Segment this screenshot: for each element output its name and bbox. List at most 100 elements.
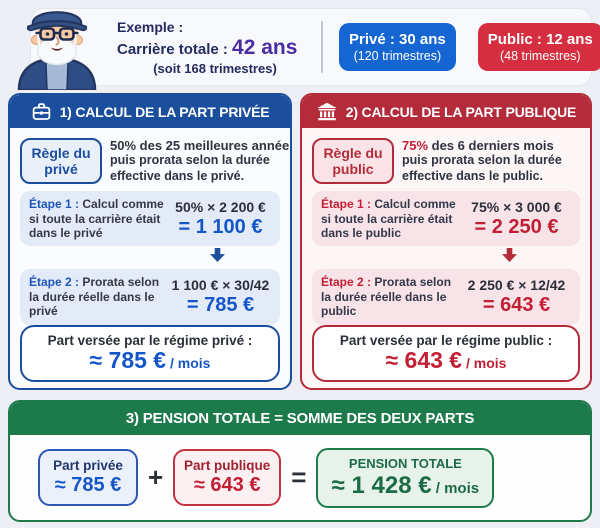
- public-step-1-desc: Étape 1 : Calcul comme si toute la carri…: [321, 197, 459, 240]
- career-value: 42 ans: [232, 35, 298, 59]
- public-rule-badge-line2: public: [332, 161, 374, 178]
- career-sub: (soit 168 trimestres): [153, 60, 277, 76]
- public-calculation-panel: 2) CALCUL DE LA PART PUBLIQUE Règle du p…: [300, 93, 592, 390]
- public-step-1-calc: 75% × 3 000 € = 2 250 €: [459, 197, 574, 239]
- career-label: Carrière totale :: [117, 40, 228, 58]
- public-step-2-calc: 2 250 € × 12/42 = 643 €: [459, 275, 574, 317]
- down-arrow-icon: [210, 248, 225, 263]
- pension-total-amount: ≈ 1 428 €: [331, 471, 432, 499]
- public-panel-title: 2) CALCUL DE LA PART PUBLIQUE: [345, 103, 577, 120]
- public-badge-title: Public : 12 ans: [487, 31, 593, 48]
- private-panel-title: 1) CALCUL DE LA PART PRIVÉE: [59, 103, 270, 120]
- pension-total-unit: / mois: [431, 479, 480, 497]
- public-step-arrow-row: [302, 248, 590, 263]
- private-rule-line1: des 25 meilleures années: [136, 138, 292, 153]
- public-summary-box: Part versée par le régime public : ≈ 643…: [312, 324, 580, 382]
- private-step-1-label: Étape 1 :: [29, 197, 80, 212]
- duration-badges: Privé : 30 ans (120 trimestres) Public :…: [339, 23, 600, 71]
- public-step-1-formula: 75% × 3 000 €: [471, 199, 562, 216]
- public-rule-line2: puis prorata selon la durée: [402, 153, 562, 167]
- public-duration-badge: Public : 12 ans (48 trimestres): [477, 23, 600, 71]
- private-summary-value: ≈ 785 € / mois: [26, 346, 274, 373]
- pension-total-box: PENSION TOTALE ≈ 1 428 € / mois: [316, 447, 495, 508]
- part-private-box: Part privée ≈ 785 €: [38, 449, 138, 506]
- private-calculation-panel: 1) CALCUL DE LA PART PRIVÉE Règle du pri…: [8, 93, 292, 390]
- public-step-2-result: = 643 €: [482, 294, 551, 317]
- public-rule-text: 75% des 6 derniers mois puis prorata sel…: [402, 138, 562, 184]
- part-private-value: ≈ 785 €: [54, 474, 122, 496]
- private-summary-unit: / mois: [166, 354, 211, 371]
- pension-total-value: ≈ 1 428 € / mois: [322, 472, 488, 500]
- part-public-box: Part publique ≈ 643 €: [173, 449, 282, 506]
- public-summary-label: Part versée par le régime public :: [339, 332, 553, 348]
- private-step-2-result: = 785 €: [186, 294, 255, 317]
- public-rule-badge: Règle du public: [312, 138, 394, 185]
- private-badge-title: Privé : 30 ans: [349, 31, 446, 48]
- briefcase-icon: [32, 103, 50, 120]
- private-step-2-formula: 1 100 € × 30/42: [171, 277, 270, 294]
- example-label: Exemple :: [117, 18, 184, 35]
- private-step-2-label: Étape 2 :: [29, 275, 80, 290]
- public-panel-header: 2) CALCUL DE LA PART PUBLIQUE: [302, 95, 590, 128]
- private-panel-header: 1) CALCUL DE LA PART PRIVÉE: [10, 95, 290, 128]
- public-step-2: Étape 2 : Prorata selon la durée réelle …: [312, 269, 580, 325]
- private-step-arrow-row: [10, 248, 290, 263]
- equals-operator: =: [291, 462, 307, 492]
- private-step-1-desc: Étape 1 : Calcul comme si toute la carri…: [29, 197, 167, 240]
- private-duration-badge: Privé : 30 ans (120 trimestres): [339, 23, 456, 71]
- career-line: Carrière totale : 42 ans: [117, 36, 313, 60]
- private-rule-pct: 50%: [110, 138, 137, 153]
- private-step-2-desc: Étape 2 : Prorata selon la durée réelle …: [29, 275, 167, 318]
- private-step-1-formula: 50% × 2 200 €: [175, 199, 266, 216]
- public-step-2-text: Prorata selon la durée réelle dans le pu…: [321, 275, 452, 319]
- total-panel-body: Part privée ≈ 785 € + Part publique ≈ 64…: [10, 435, 590, 520]
- header-divider: [321, 21, 323, 73]
- public-rule-row: Règle du public 75% des 6 derniers mois …: [302, 136, 590, 185]
- private-badge-sub: (120 trimestres): [353, 49, 442, 63]
- private-step-2-text: Prorata selon la durée réelle dans le pr…: [29, 275, 160, 319]
- pension-total-label: PENSION TOTALE: [348, 455, 462, 471]
- public-rule-pct: 75%: [402, 138, 429, 153]
- public-rule-line1: des 6 derniers mois: [428, 138, 554, 153]
- private-step-2-calc: 1 100 € × 30/42 = 785 €: [167, 275, 274, 317]
- private-rule-line2: puis prorata selon la durée: [110, 153, 270, 167]
- private-step-1-text: Calcul comme si toute la carrière était …: [29, 197, 164, 241]
- part-public-value: ≈ 643 €: [193, 474, 261, 496]
- private-panel-body: Règle du privé 50% des 25 meilleures ann…: [10, 128, 290, 388]
- private-step-1-result: = 1 100 €: [178, 216, 263, 239]
- public-step-2-desc: Étape 2 : Prorata selon la durée réelle …: [321, 275, 459, 318]
- private-summary-box: Part versée par le régime privé : ≈ 785 …: [20, 324, 280, 382]
- total-panel-header: 3) PENSION TOTALE = SOMME DES DEUX PARTS: [10, 402, 590, 435]
- down-arrow-icon: [502, 248, 517, 263]
- private-rule-text: 50% des 25 meilleures années puis prorat…: [110, 138, 292, 184]
- public-step-1: Étape 1 : Calcul comme si toute la carri…: [312, 191, 580, 247]
- private-rule-badge-line1: Règle du: [31, 145, 91, 162]
- part-public-label: Part publique: [184, 458, 271, 473]
- part-private-label: Part privée: [53, 458, 123, 473]
- total-panel-title: 3) PENSION TOTALE = SOMME DES DEUX PARTS: [125, 410, 475, 427]
- public-step-1-result: = 2 250 €: [474, 216, 559, 239]
- private-rule-badge-line2: privé: [44, 161, 78, 178]
- public-summary-amount: ≈ 643 €: [385, 346, 463, 373]
- private-step-1: Étape 1 : Calcul comme si toute la carri…: [20, 191, 280, 247]
- private-step-2: Étape 2 : Prorata selon la durée réelle …: [20, 269, 280, 325]
- private-summary-label: Part versée par le régime privé :: [47, 332, 253, 348]
- bank-icon: [317, 102, 337, 121]
- example-header-card: Exemple : Carrière totale : 42 ans (soit…: [30, 8, 600, 86]
- private-summary-amount: ≈ 785 €: [89, 346, 167, 373]
- private-rule-line3: effective dans le privé.: [110, 168, 245, 183]
- public-step-2-label: Étape 2 :: [321, 275, 372, 290]
- public-summary-unit: / mois: [462, 354, 507, 371]
- example-block: Exemple : Carrière totale : 42 ans (soit…: [117, 19, 313, 76]
- plus-operator: +: [148, 462, 164, 492]
- public-rule-line3: effective dans le public.: [402, 168, 544, 183]
- public-step-2-formula: 2 250 € × 12/42: [467, 277, 566, 294]
- public-badge-sub: (48 trimestres): [499, 49, 581, 63]
- total-pension-panel: 3) PENSION TOTALE = SOMME DES DEUX PARTS…: [8, 400, 592, 522]
- elderly-man-avatar-illustration: [17, 11, 97, 92]
- elderly-man-avatar: [6, 0, 108, 92]
- public-summary-value: ≈ 643 € / mois: [318, 346, 574, 373]
- public-panel-body: Règle du public 75% des 6 derniers mois …: [302, 128, 590, 388]
- public-rule-badge-line1: Règle du: [323, 145, 383, 162]
- public-step-1-label: Étape 1 :: [321, 197, 372, 212]
